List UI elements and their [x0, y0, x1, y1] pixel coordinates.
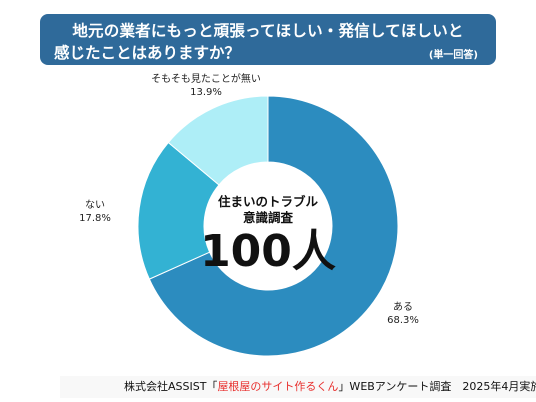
title-banner: 地元の業者にもっと頑張ってほしい・発信してほしいと 感じたことはありますか？ (…	[40, 14, 496, 65]
slice-value-label-2: 17.8%	[79, 213, 111, 224]
footer-suffix: 」WEBアンケート調査 2025年4月実施	[338, 380, 536, 393]
footer-prefix: 株式会社ASSIST「	[124, 380, 218, 393]
slice-value-label-3: 13.9%	[190, 87, 222, 98]
slice-category-label-2: ない	[85, 199, 105, 211]
chart-title-line2: 感じたことはありますか？	[54, 44, 241, 62]
source-footer: 株式会社ASSIST「屋根屋のサイト作るくん」WEBアンケート調査 2025年4…	[60, 376, 536, 398]
center-survey-subtitle: 意識調査	[243, 210, 294, 225]
donut-slice-2	[137, 141, 220, 280]
center-survey-title: 住まいのトラブル	[218, 194, 319, 209]
chart-title-line1: 地元の業者にもっと頑張ってほしい・発信してほしいと	[72, 22, 464, 40]
answer-type-note: (単一回答)	[428, 50, 478, 61]
donut-slice-3	[167, 95, 269, 186]
donut-slice-1	[148, 95, 399, 357]
slice-value-label-1: 68.3%	[387, 315, 419, 326]
footer-highlight: 屋根屋のサイト作るくん	[217, 380, 339, 393]
slice-category-label-1: ある	[393, 301, 413, 313]
slice-category-label-3: そもそも見たことが無い	[151, 72, 261, 85]
center-respondent-count: 100人	[200, 226, 336, 277]
